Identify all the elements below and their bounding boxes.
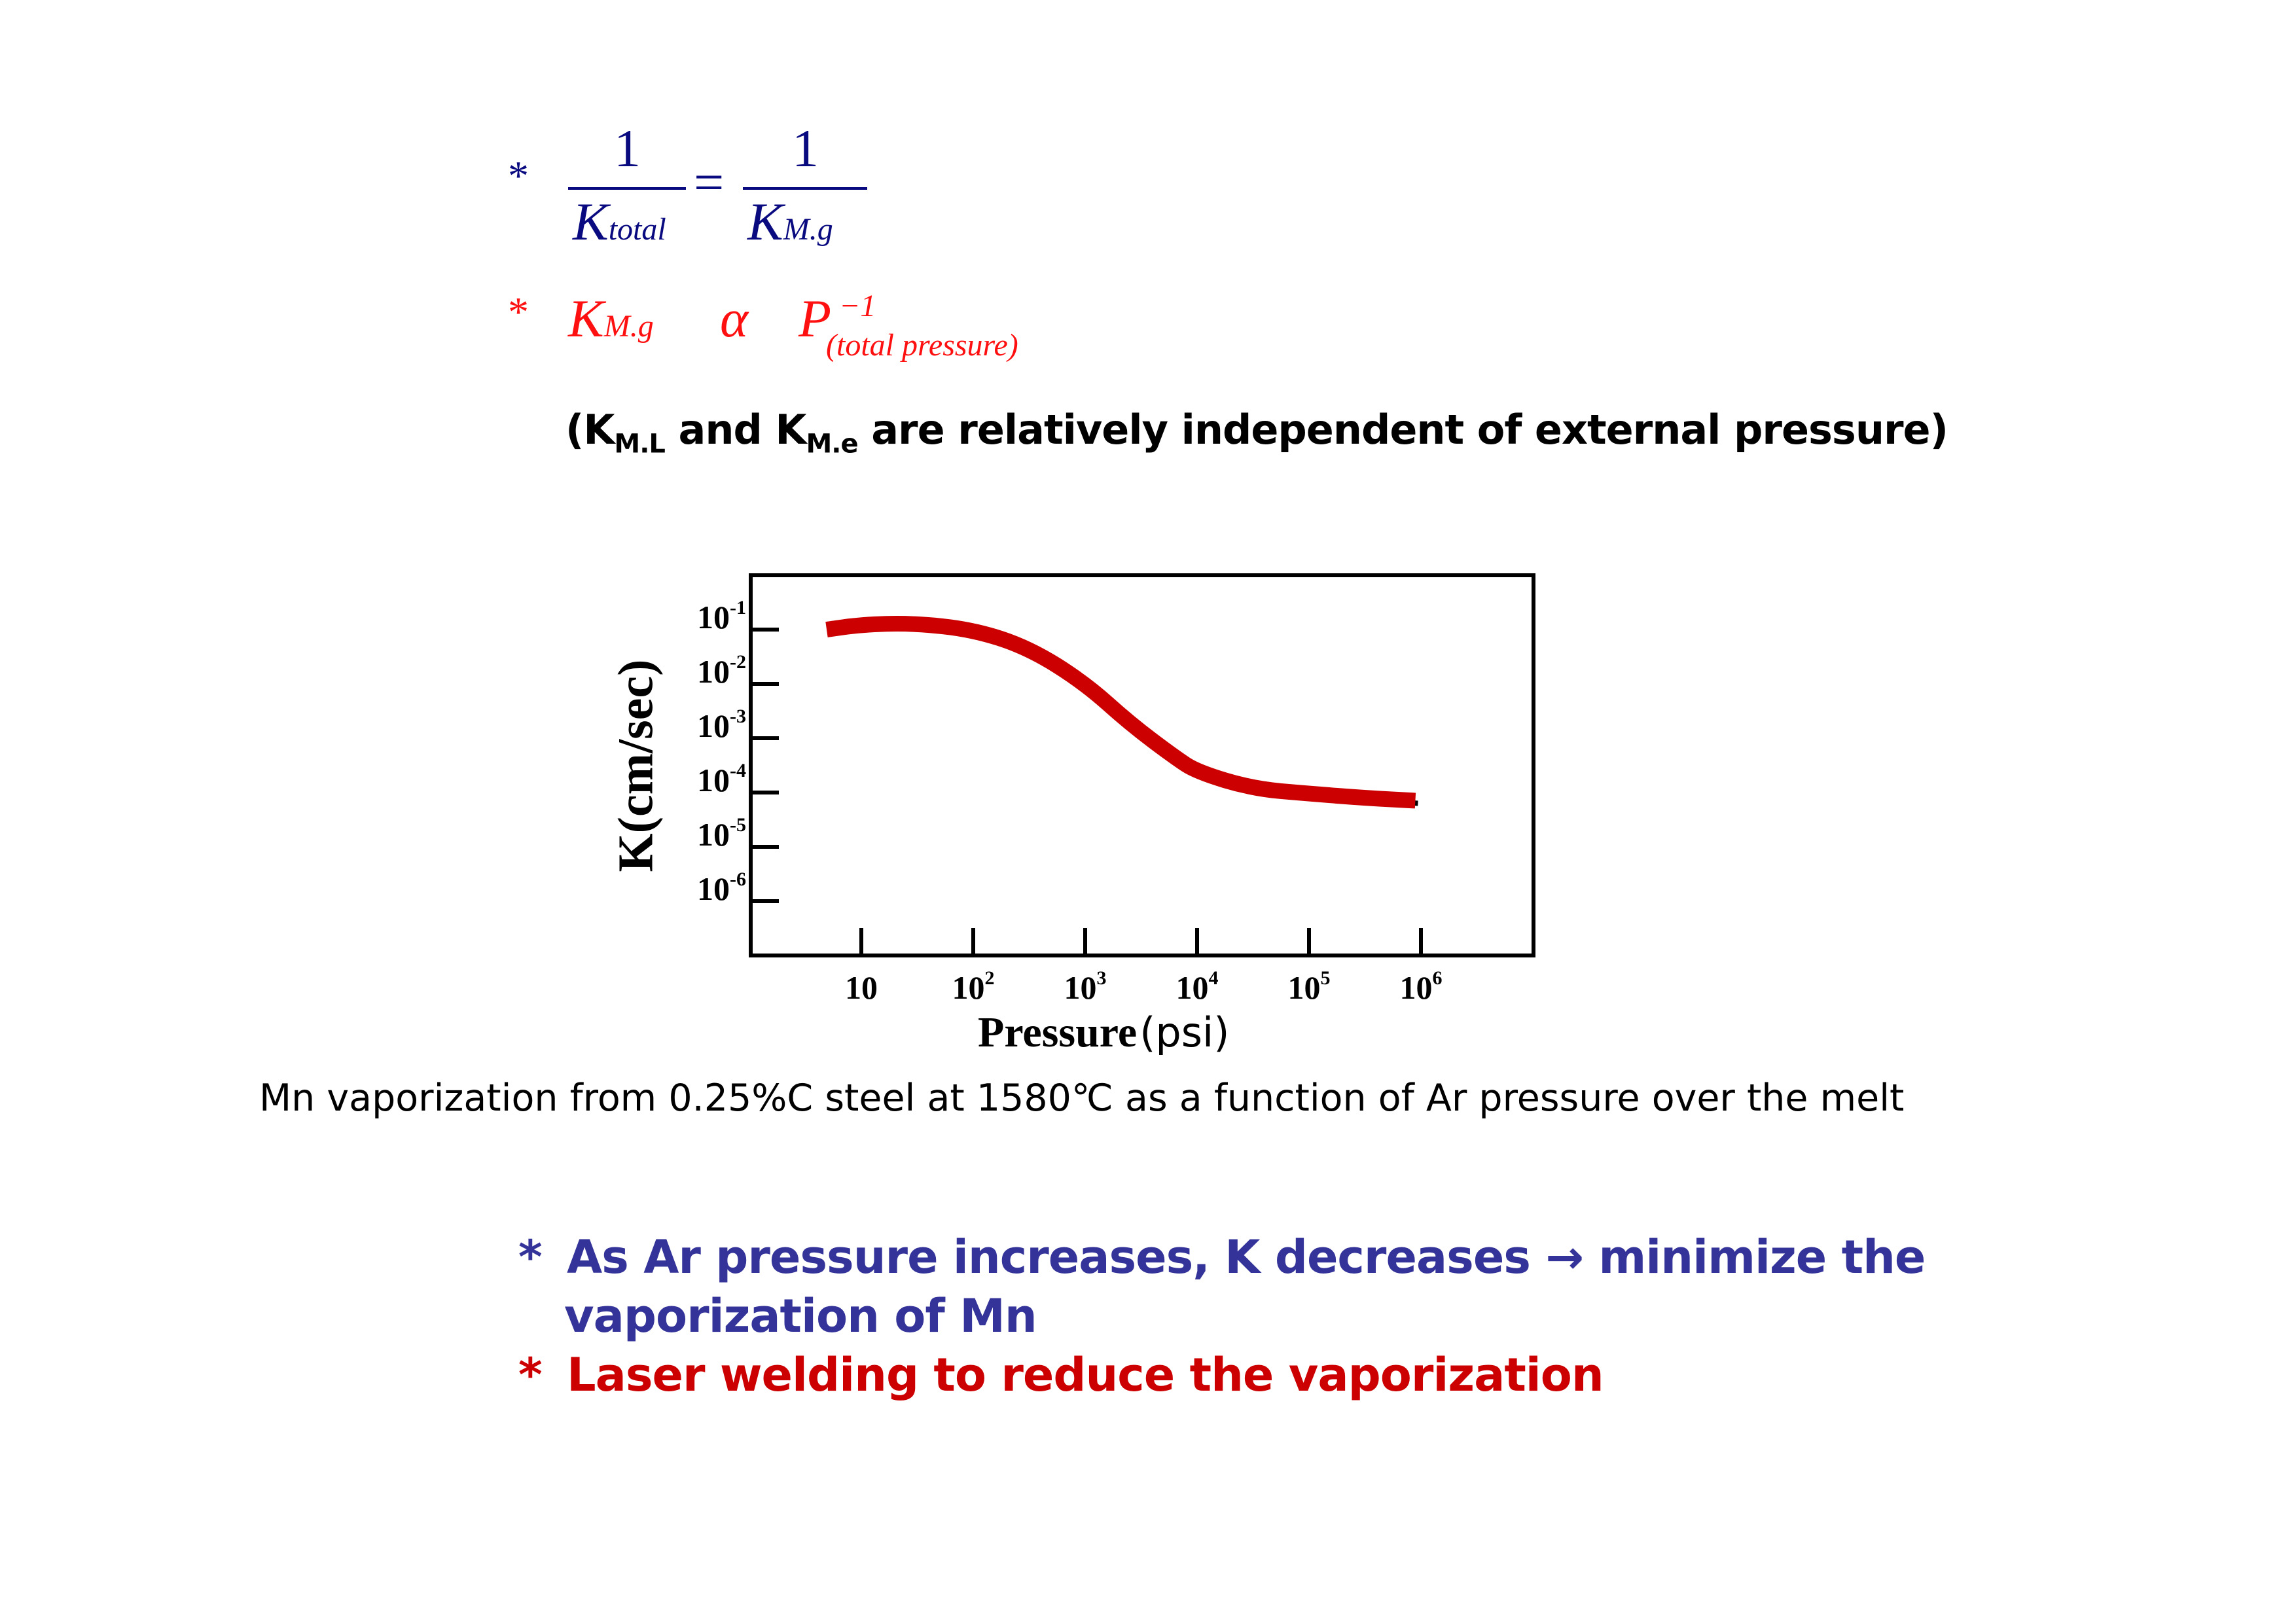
bullet-star: * xyxy=(508,152,529,199)
superscript-minus-one: −1 xyxy=(839,289,876,323)
x-tick-label: 102 xyxy=(952,967,995,1006)
proportional-symbol: α xyxy=(720,289,749,348)
numerator-right: 1 xyxy=(792,118,819,178)
note-text: (K xyxy=(565,406,615,454)
subscript-total: total xyxy=(608,212,666,247)
bullet-1-line-2: vaporization of Mn xyxy=(564,1289,1037,1343)
y-axis-title: K(cm/sec) xyxy=(608,659,664,872)
plot-frame xyxy=(749,573,1535,957)
y-tick-label: 10-6 xyxy=(697,868,746,907)
note-text: and K xyxy=(664,406,806,454)
figure-caption: Mn vaporization from 0.25%C steel at 158… xyxy=(259,1077,1905,1120)
x-tick-label: 104 xyxy=(1175,967,1219,1006)
subscript-me: M.e xyxy=(806,429,858,459)
x-tick-label: 106 xyxy=(1399,967,1443,1006)
fraction-bar-left xyxy=(568,187,686,190)
equals-sign: = xyxy=(694,152,725,212)
y-tick-label: 10-3 xyxy=(697,705,746,744)
bullet-star: * xyxy=(518,1348,543,1402)
y-tick-label: 10-4 xyxy=(697,760,746,798)
x-axis-title: Pressure (psi) xyxy=(978,1008,1229,1058)
bullet-1-line-1: As Ar pressure increases, K decreases → … xyxy=(567,1230,1926,1284)
series-line-0 xyxy=(825,616,1424,809)
bullet-star: * xyxy=(518,1230,543,1284)
x-tick-label: 105 xyxy=(1287,967,1331,1006)
lhs-k: KM.g xyxy=(568,288,654,349)
denominator-right: KM.g xyxy=(747,191,833,253)
k-symbol: K xyxy=(573,192,609,251)
y-tick-label: 10-1 xyxy=(697,597,746,635)
subscript-ml: M.L xyxy=(614,429,665,459)
y-tick-label: 10-5 xyxy=(697,814,746,853)
k-symbol: K xyxy=(747,192,783,251)
bullet-star: * xyxy=(508,289,529,335)
x-axis-title-main: Pressure xyxy=(978,1008,1138,1056)
bullet-2-line-1: Laser welding to reduce the vaporization xyxy=(567,1348,1604,1402)
numerator-left: 1 xyxy=(614,118,641,178)
independence-note: (KM.L and KM.e are relatively independen… xyxy=(565,406,1948,459)
x-tick-label: 10 xyxy=(845,969,878,1006)
x-axis-title-unit: (psi) xyxy=(1139,1008,1230,1056)
note-text: are relatively independent of external p… xyxy=(857,406,1948,454)
k-symbol: K xyxy=(568,289,604,348)
denominator-left: Ktotal xyxy=(573,191,666,253)
y-tick-label: 10-2 xyxy=(697,651,746,690)
subscript-mg: M.g xyxy=(783,212,833,247)
x-tick-label: 103 xyxy=(1064,967,1107,1006)
rhs-p: P xyxy=(798,289,832,348)
subscript-mg: M.g xyxy=(603,309,654,344)
fraction-bar-right xyxy=(743,187,867,190)
subscript-total-pressure: (total pressure) xyxy=(826,328,1018,363)
